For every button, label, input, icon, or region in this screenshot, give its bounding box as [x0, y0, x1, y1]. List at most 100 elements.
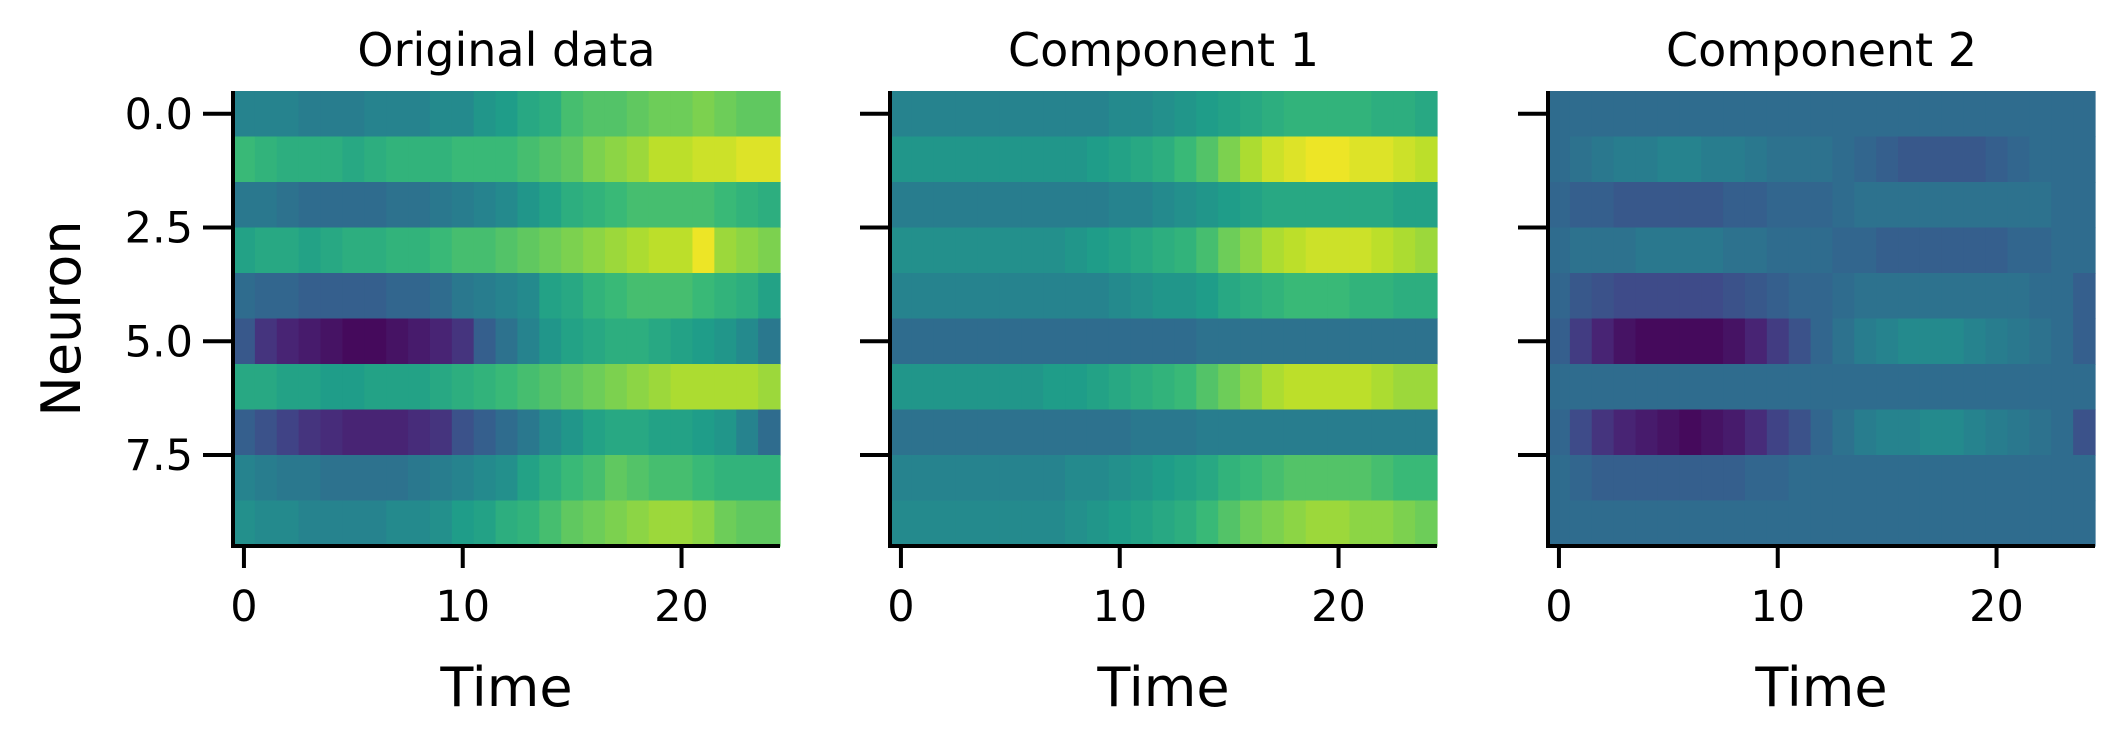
- heatmap-cell: [1086, 91, 1110, 138]
- heatmap-cell: [955, 273, 979, 320]
- heatmap-cell: [670, 500, 694, 547]
- heatmap-cell: [1744, 136, 1768, 183]
- heatmap-cell: [1305, 409, 1329, 456]
- heatmap-cell: [955, 364, 979, 411]
- heatmap-cell: [1305, 500, 1329, 547]
- heatmap-cell: [276, 227, 300, 274]
- heatmap-cell: [2029, 182, 2052, 229]
- heatmap-cell: [408, 364, 431, 411]
- heatmap-cell: [429, 500, 453, 547]
- heatmap-cell: [1876, 500, 1899, 547]
- heatmap-cell: [1086, 364, 1110, 411]
- heatmap-cell: [539, 500, 562, 547]
- heatmap-cell: [999, 364, 1022, 411]
- heatmap-cell: [1723, 455, 1746, 502]
- heatmap-cell: [2029, 273, 2052, 320]
- heatmap-cell: [604, 91, 628, 138]
- heatmap-cell: [1854, 136, 1877, 183]
- heatmap-cell: [911, 500, 935, 547]
- heatmap-cell: [1021, 500, 1044, 547]
- heatmap-cell: [1963, 455, 1987, 502]
- heatmap-cell: [1679, 273, 1702, 320]
- heatmap-cell: [1613, 364, 1637, 411]
- heatmap-cell: [626, 500, 650, 547]
- heatmap-cell: [977, 455, 1000, 502]
- heatmap-cell: [604, 500, 628, 547]
- heatmap-cell: [933, 227, 957, 274]
- heatmap-cell: [670, 318, 694, 365]
- heatmap-cell: [2051, 273, 2074, 320]
- heatmap-cell: [429, 91, 453, 138]
- heatmap-cell: [1196, 136, 1219, 183]
- heatmap-cell: [583, 318, 606, 365]
- heatmap-cell: [1635, 227, 1658, 274]
- heatmap-cell: [539, 364, 562, 411]
- heatmap-cell: [1086, 500, 1110, 547]
- heatmap-cell: [473, 364, 497, 411]
- heatmap-cell: [539, 409, 562, 456]
- heatmap-cell: [977, 227, 1000, 274]
- heatmap-cell: [386, 227, 409, 274]
- heatmap-cell: [1985, 500, 2009, 547]
- heatmap-cell: [890, 364, 913, 411]
- heatmap-cell: [1788, 318, 1812, 365]
- heatmap-cell: [254, 182, 278, 229]
- heatmap-cell: [386, 455, 409, 502]
- heatmap-cell: [473, 273, 497, 320]
- heatmap-cell: [758, 91, 781, 138]
- heatmap-cell: [1415, 409, 1438, 456]
- heatmap-cell: [1985, 182, 2009, 229]
- x-tick-label: 20: [654, 582, 709, 632]
- heatmap-cell: [999, 273, 1022, 320]
- heatmap-cell: [1876, 227, 1899, 274]
- heatmap-cell: [736, 91, 759, 138]
- heatmap-cell: [1613, 91, 1637, 138]
- heatmap-cell: [1393, 182, 1416, 229]
- heatmap-cell: [1065, 91, 1088, 138]
- heatmap-cell: [517, 273, 540, 320]
- heatmap-cell: [1985, 409, 2009, 456]
- heatmap-cell: [890, 273, 913, 320]
- heatmap-cell: [1810, 91, 1834, 138]
- heatmap-cell: [298, 273, 322, 320]
- heatmap-cell: [1701, 273, 1724, 320]
- heatmap-cell: [1548, 273, 1571, 320]
- heatmap-cell: [2051, 91, 2074, 138]
- heatmap-cell: [517, 364, 540, 411]
- heatmap-cell: [1218, 409, 1241, 456]
- heatmap-cell: [1569, 318, 1593, 365]
- heatmap-cell: [933, 409, 957, 456]
- heatmap-cell: [1766, 91, 1790, 138]
- heatmap-cell: [2051, 182, 2074, 229]
- heatmap-cell: [429, 409, 453, 456]
- heatmap-cell: [670, 182, 694, 229]
- heatmap-cell: [1349, 227, 1372, 274]
- heatmap-cell: [999, 227, 1022, 274]
- heatmap-cell: [364, 455, 387, 502]
- heatmap-cell: [429, 227, 453, 274]
- heatmap-cell: [977, 136, 1000, 183]
- heatmap-cell: [451, 409, 475, 456]
- heatmap-cell: [1261, 91, 1285, 138]
- heatmap-cell: [2029, 91, 2052, 138]
- heatmap-cell: [1371, 455, 1394, 502]
- heatmap-cell: [233, 364, 256, 411]
- heatmap-cell: [276, 136, 300, 183]
- heatmap-cell: [1108, 409, 1132, 456]
- heatmap-cell: [626, 455, 650, 502]
- heatmap-cell: [977, 409, 1000, 456]
- heatmap-cell: [1876, 318, 1899, 365]
- heatmap-cell: [1349, 364, 1372, 411]
- heatmap-cell: [517, 500, 540, 547]
- heatmap-cell: [1130, 364, 1154, 411]
- heatmap-cell: [911, 318, 935, 365]
- heatmap-cell: [1898, 91, 1921, 138]
- heatmap-cell: [911, 364, 935, 411]
- heatmap-cell: [386, 409, 409, 456]
- heatmap-cell: [1591, 455, 1615, 502]
- heatmap-cell: [1635, 273, 1658, 320]
- heatmap-cell: [320, 500, 343, 547]
- heatmap-cell: [604, 273, 628, 320]
- heatmap-cell: [517, 409, 540, 456]
- heatmap-cell: [670, 227, 694, 274]
